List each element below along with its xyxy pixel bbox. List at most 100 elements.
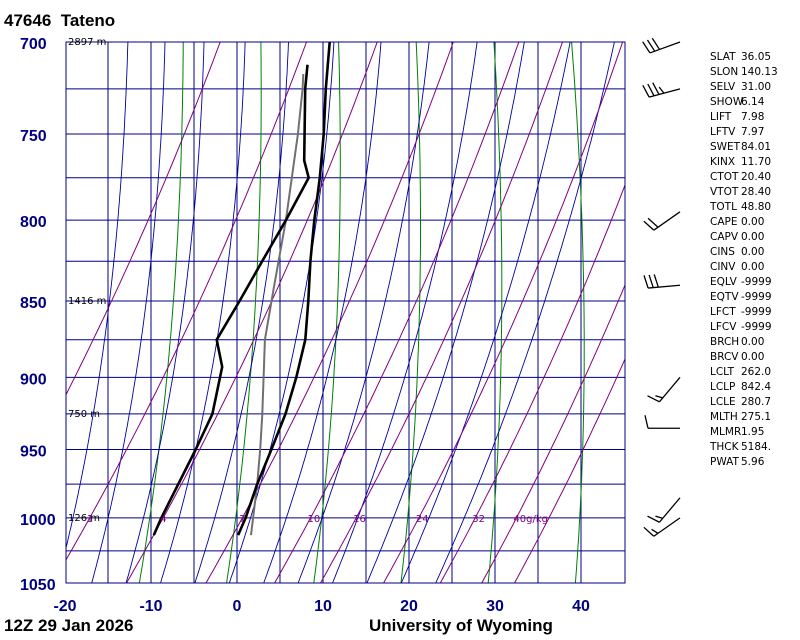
index-value: 7.97 [741, 126, 765, 138]
barb-flag [643, 275, 649, 289]
index-row: PWAT 5.96 [710, 455, 798, 470]
observation-time: 12Z 29 Jan 2026 [4, 616, 134, 635]
index-key: SHOW [710, 96, 744, 108]
index-key: MLTH [710, 411, 738, 423]
barb-flag [647, 395, 660, 403]
index-value: 275.1 [741, 411, 772, 423]
pressure-tick-label: 850 [20, 295, 47, 312]
adiabat-lines [66, 42, 668, 583]
index-row: LCLE 280.7 [710, 395, 798, 410]
temperature-profile [236, 42, 331, 536]
index-row: LFCV -9999 [710, 320, 798, 335]
index-row: BRCH 0.00 [710, 335, 798, 350]
barb-flag [647, 83, 655, 97]
parcel-path [250, 73, 305, 536]
plot-frame [65, 41, 626, 584]
data-source: University of Wyoming [369, 616, 553, 635]
barb-flag [644, 415, 649, 429]
temperature-tick-label: 40 [572, 598, 590, 615]
mixing-ratio-line [66, 42, 307, 561]
station-name: Tateno [60, 11, 116, 30]
wind-barb [643, 211, 681, 231]
index-key: CINV [710, 261, 736, 273]
sounding-profiles [152, 42, 331, 536]
barb-flag [642, 85, 650, 98]
wind-barb [644, 415, 680, 429]
index-key: VTOT [710, 186, 739, 198]
index-row: EQLV -9999 [710, 275, 798, 290]
index-row: LFCT -9999 [710, 305, 798, 320]
index-row: CINV 0.00 [710, 260, 798, 275]
height-label: 1416 m [68, 296, 106, 307]
index-key: CTOT [710, 171, 739, 183]
mixing-ratio-label: 1 [87, 514, 93, 525]
mixing-ratio-label: 16 [353, 514, 366, 525]
index-row: LIFT 7.98 [710, 110, 798, 125]
moist-adiabat [228, 42, 335, 583]
moist-adiabat [400, 42, 571, 583]
temperature-tick-label: 0 [233, 598, 242, 615]
index-key: SLAT [710, 51, 736, 63]
index-value: 0.00 [741, 351, 765, 363]
temperature-tick-label: -10 [139, 598, 162, 615]
wind-barb [647, 497, 681, 523]
barb-flag [647, 515, 660, 523]
mixing-ratio-label: 10 [308, 514, 321, 525]
barb-flag [651, 37, 661, 50]
index-row: SWET 84.01 [710, 140, 798, 155]
barb-staff [653, 517, 681, 537]
station-title: 47646 Tateno [4, 11, 115, 31]
index-key: SELV [710, 81, 736, 93]
moist-adiabat [332, 42, 478, 583]
index-key: CAPE [710, 216, 738, 228]
moist-adiabat [91, 42, 166, 583]
height-label: 2897 m [68, 37, 106, 48]
mixing-ratio-label: 24 [416, 514, 429, 525]
index-row: EQTV -9999 [710, 290, 798, 305]
barb-flag [648, 274, 654, 288]
station-id: 47646 [4, 11, 52, 30]
index-key: LCLP [710, 381, 736, 393]
barb-staff [649, 41, 681, 54]
index-key: KINX [710, 156, 736, 168]
moist-adiabat [125, 42, 205, 583]
moist-adiabat [263, 42, 382, 583]
barb-flag [658, 86, 665, 94]
mixing-ratio-line [439, 183, 625, 583]
index-key: EQTV [710, 291, 739, 303]
index-value: 0.00 [741, 336, 765, 348]
dewpoint-profile [152, 64, 311, 536]
index-key: BRCH [710, 336, 740, 348]
barb-staff [648, 284, 681, 289]
wind-barb [642, 82, 681, 98]
index-key: SLON [710, 66, 739, 78]
index-value: 280.7 [741, 396, 772, 408]
dry-adiabat [138, 42, 184, 583]
mixing-ratio-line [514, 357, 625, 583]
pressure-tick-label: 900 [20, 371, 47, 388]
index-row: CINS 0.00 [710, 245, 798, 260]
barb-flag [655, 515, 663, 519]
barb-flag [646, 39, 656, 52]
moist-adiabat [66, 42, 129, 550]
index-row: MLTH 275.1 [710, 410, 798, 425]
pressure-tick-label: 1000 [20, 512, 56, 529]
index-key: EQLV [710, 276, 737, 288]
dry-adiabat [313, 42, 341, 583]
index-value: 20.40 [741, 171, 772, 183]
index-key: THCK [710, 441, 739, 453]
index-row: TOTL 48.80 [710, 200, 798, 215]
index-value: 11.70 [741, 156, 772, 168]
moist-adiabat [297, 42, 430, 583]
index-row: SELV 31.00 [710, 80, 798, 95]
index-value: 7.98 [741, 111, 765, 123]
wind-barb [643, 517, 681, 537]
barb-flag [643, 220, 655, 231]
index-value: 36.05 [741, 51, 772, 63]
index-row: VTOT 28.40 [710, 185, 798, 200]
index-row: CAPE 0.00 [710, 215, 798, 230]
dry-adiabat [649, 42, 668, 583]
barb-flag [647, 217, 659, 228]
wind-barb [647, 376, 681, 403]
index-row: CTOT 20.40 [710, 170, 798, 185]
